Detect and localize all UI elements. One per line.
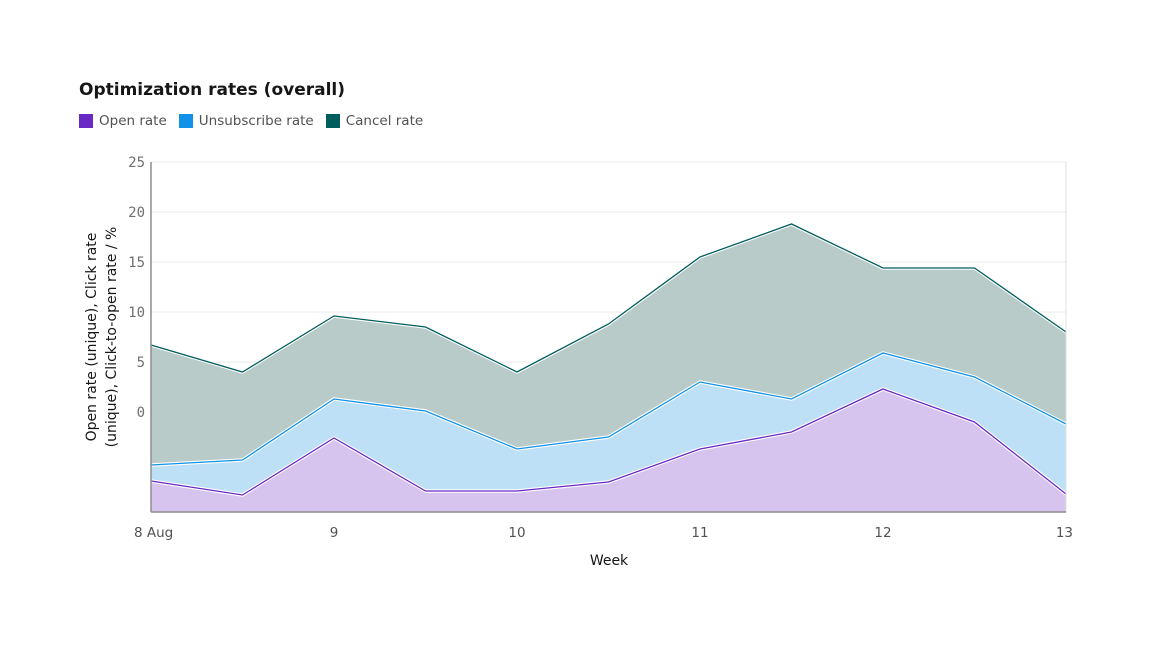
y-tick-label: 0	[137, 405, 145, 421]
x-tick-label: 10	[508, 525, 525, 541]
x-tick-label: 12	[874, 525, 891, 541]
legend-item-cancel-rate[interactable]: Cancel rate	[325, 113, 424, 129]
x-tick-label: 9	[330, 525, 339, 541]
area-open-rate	[151, 389, 1066, 512]
y-tick-label: 10	[128, 305, 145, 321]
legend-label: Unsubscribe rate	[198, 113, 314, 129]
x-tick-label: 11	[691, 525, 708, 541]
series-line-open-rate	[150, 388, 1067, 496]
y-tick-label: 25	[128, 155, 145, 171]
area-unsubscribe-rate	[151, 353, 1066, 495]
chart-title: Optimization rates (overall)	[79, 80, 346, 100]
y-axis-label-line: (unique), Click-to-open rate / %	[104, 227, 120, 448]
series-line-unsubscribe-rate	[150, 352, 1067, 466]
x-tick-label: 13	[1056, 525, 1073, 541]
legend-label: Open rate	[99, 113, 167, 129]
legend-item-open-rate[interactable]: Open rate	[79, 113, 167, 129]
legend-swatch	[325, 114, 340, 128]
y-axis-label: Open rate (unique), Click rate (unique),…	[84, 227, 120, 448]
legend-swatch	[178, 114, 193, 128]
x-tick-label: 8 Aug	[134, 525, 173, 541]
legend: Open rate Unsubscribe rate Cancel rate	[79, 113, 423, 129]
legend-label: Cancel rate	[345, 113, 424, 129]
series-line-cancel-rate	[150, 223, 1067, 373]
y-tick-label: 5	[137, 355, 145, 371]
legend-item-unsubscribe-rate[interactable]: Unsubscribe rate	[178, 113, 314, 129]
y-axis-label-line: Open rate (unique), Click rate	[84, 233, 100, 442]
x-axis-label: Week	[590, 553, 629, 569]
legend-swatch	[79, 114, 93, 128]
y-tick-label: 20	[128, 205, 145, 221]
y-tick-label: 15	[128, 255, 145, 271]
